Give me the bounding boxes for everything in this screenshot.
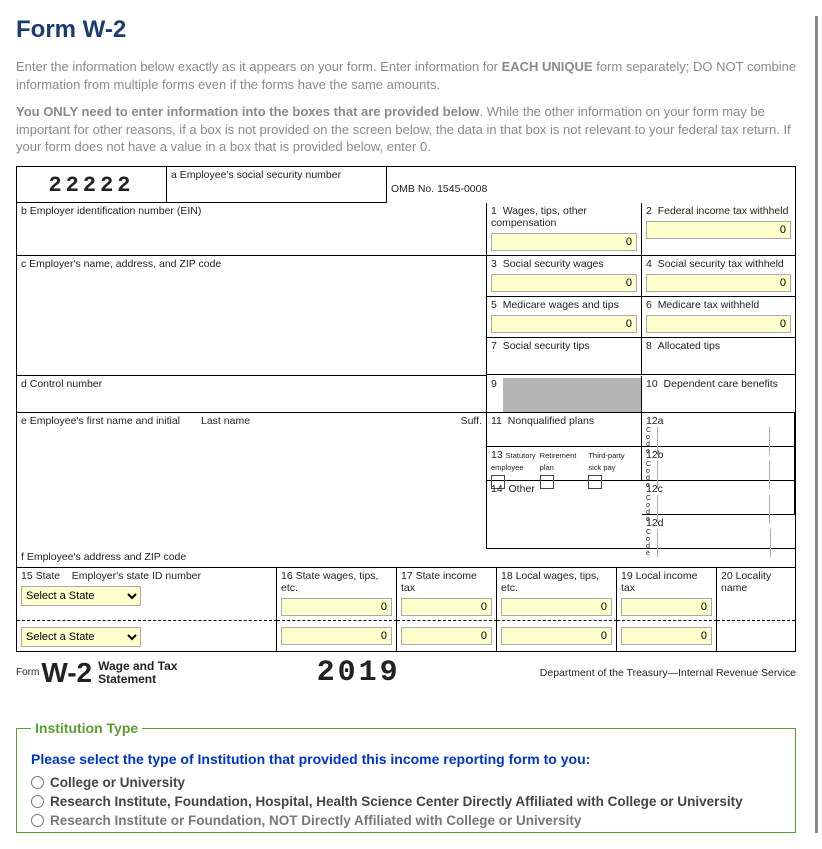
box-18-input-2[interactable]: [501, 627, 612, 645]
box-18-label: 18 Local wages, tips, etc.: [501, 570, 612, 594]
box-15-ein: Employer's state ID number: [72, 570, 201, 582]
box-17-label: 17 State income tax: [401, 570, 492, 594]
page-title: Form W-2: [16, 16, 818, 44]
box-6-num: 6: [646, 299, 658, 311]
intro-2a: You ONLY need to enter information into …: [16, 104, 479, 119]
box-2-input[interactable]: [646, 221, 791, 239]
box-1-input[interactable]: [491, 233, 637, 251]
intro-2: You ONLY need to enter information into …: [16, 103, 818, 156]
box-17-input-2[interactable]: [401, 627, 492, 645]
box-5-label: Medicare wages and tips: [503, 299, 619, 311]
radio-opt1[interactable]: [31, 776, 44, 789]
box-4-label: Social security tax withheld: [658, 258, 784, 270]
box-2-num: 2: [646, 205, 658, 217]
box-7-label: Social security tips: [503, 340, 590, 352]
box-13-num: 13: [491, 449, 503, 461]
box-8-label: Allocated tips: [658, 340, 720, 352]
form-footer: Form W-2 Wage and Tax Statement 2019 Dep…: [16, 652, 796, 694]
stmt-1: Wage and Tax: [98, 660, 177, 673]
box-9-num: 9: [491, 378, 497, 390]
box-14-num: 14: [491, 483, 509, 495]
omb-label: OMB No. 1545-0008: [391, 169, 791, 195]
box-d-label: d Control number: [21, 378, 482, 390]
box-13-sick: Third-party sick pay: [588, 451, 624, 472]
box-c-label: c Employer's name, address, and ZIP code: [21, 258, 482, 270]
w2-form: 22222 a Employee's social security numbe…: [16, 166, 796, 652]
box-b-label: b Employer identification number (EIN): [21, 205, 482, 217]
box-e-label: e Employee's first name and initial: [21, 415, 201, 427]
box-11-label: Nonqualified plans: [508, 415, 594, 427]
stmt-2: Statement: [98, 673, 177, 686]
box-15-label: 15 State: [21, 570, 60, 582]
box-17-input-1[interactable]: [401, 598, 492, 616]
box-11-num: 11: [491, 415, 508, 427]
box-6-label: Medicare tax withheld: [658, 299, 760, 311]
box-14-label: Other: [509, 483, 535, 495]
box-4-num: 4: [646, 258, 658, 270]
box-16-label: 16 State wages, tips, etc.: [281, 570, 392, 594]
suff-label: Suff.: [452, 415, 482, 427]
box-1-label: Wages, tips, other compensation: [491, 205, 587, 229]
box-16-input-1[interactable]: [281, 598, 392, 616]
box-13-ret: Retirement plan: [540, 451, 577, 472]
intro-1: Enter the information below exactly as i…: [16, 58, 818, 93]
box-2-label: Federal income tax withheld: [658, 205, 789, 217]
state-select-2[interactable]: Select a State: [21, 627, 141, 647]
box-12c-label: 12c: [646, 483, 790, 495]
box-10-num: 10: [646, 378, 664, 390]
box-4-input[interactable]: [646, 274, 791, 292]
intro-1a: Enter the information below exactly as i…: [16, 59, 502, 74]
box-12a-label: 12a: [646, 415, 790, 427]
box-19-label: 19 Local income tax: [621, 570, 712, 594]
box-a-label: a Employee's social security number: [171, 169, 382, 181]
form-tag: Form: [16, 667, 39, 678]
radio-opt2[interactable]: [31, 795, 44, 808]
institution-fieldset: Institution Type Please select the type …: [16, 728, 796, 833]
box-5-input[interactable]: [491, 315, 637, 333]
w2-big: W-2: [41, 657, 92, 689]
box-6-input[interactable]: [646, 315, 791, 333]
radio-opt2-label: Research Institute, Foundation, Hospital…: [50, 794, 743, 809]
void-code: 22222: [17, 167, 166, 198]
box-7-num: 7: [491, 340, 503, 352]
box-16-input-2[interactable]: [281, 627, 392, 645]
box-3-num: 3: [491, 258, 503, 270]
radio-opt1-label: College or University: [50, 775, 185, 790]
intro-1b: EACH UNIQUE: [502, 59, 593, 74]
form-year: 2019: [177, 656, 539, 690]
box-1-num: 1: [491, 205, 503, 217]
box-18-input-1[interactable]: [501, 598, 612, 616]
box-19-input-2[interactable]: [621, 627, 712, 645]
box-3-input[interactable]: [491, 274, 637, 292]
radio-opt3[interactable]: [31, 814, 44, 827]
lastname-label: Last name: [201, 415, 452, 427]
box-12d-label: 12d: [646, 517, 791, 529]
right-rule: [815, 16, 818, 833]
institution-prompt: Please select the type of Institution th…: [31, 751, 781, 767]
box-5-num: 5: [491, 299, 503, 311]
radio-opt3-label: Research Institute or Foundation, NOT Di…: [50, 813, 581, 828]
box-10-label: Dependent care benefits: [664, 378, 778, 390]
dept-label: Department of the Treasury—Internal Reve…: [540, 667, 796, 679]
box-3-label: Social security wages: [503, 258, 604, 270]
box-9-grey: [503, 378, 641, 412]
box-8-num: 8: [646, 340, 658, 352]
box-f-label: f Employee's address and ZIP code: [21, 551, 791, 563]
box-20-label: 20 Locality name: [721, 570, 791, 594]
state-select-1[interactable]: Select a State: [21, 586, 141, 606]
box-12b-label: 12b: [646, 449, 790, 461]
box-19-input-1[interactable]: [621, 598, 712, 616]
institution-legend: Institution Type: [31, 720, 142, 736]
